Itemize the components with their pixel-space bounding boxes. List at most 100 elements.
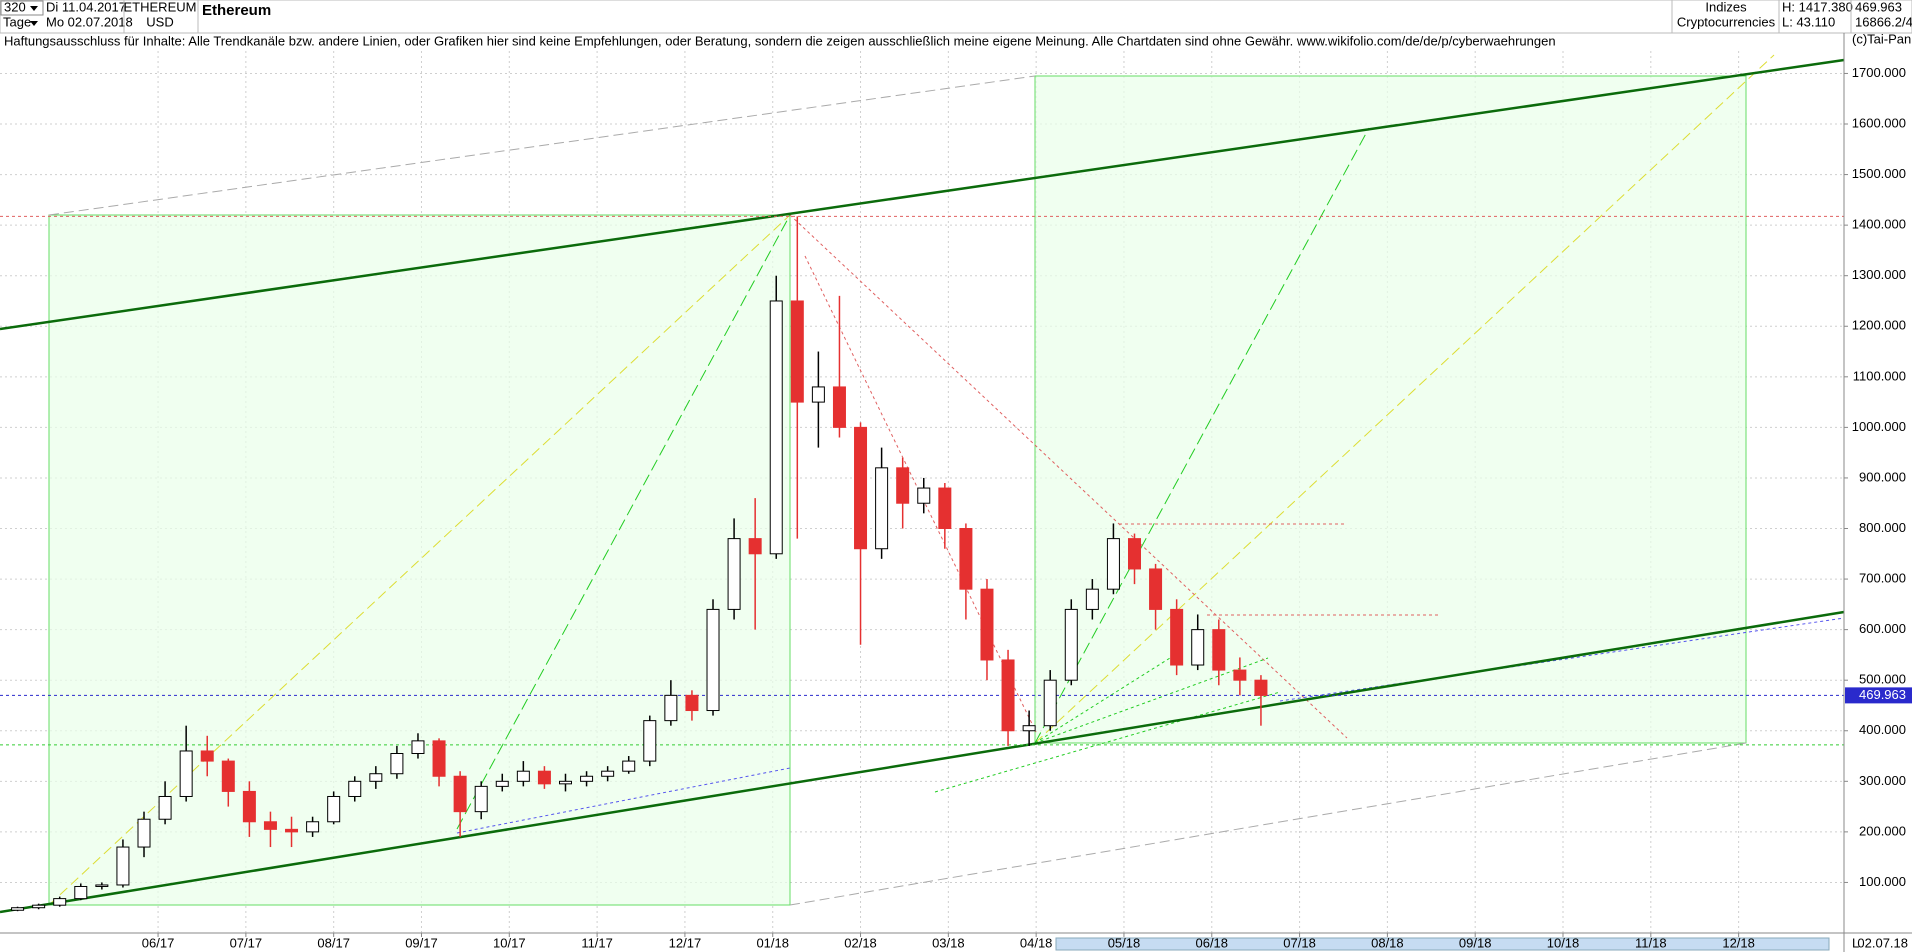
candles bbox=[11, 216, 1268, 912]
candle-body bbox=[706, 608, 720, 712]
candle-body bbox=[664, 694, 678, 722]
trend-line bbox=[789, 214, 1348, 739]
y-tick-label: 900.000 bbox=[1859, 469, 1906, 484]
candle-body bbox=[1170, 608, 1184, 666]
candle-body bbox=[474, 785, 488, 813]
channel-line bbox=[0, 610, 1845, 914]
candle-body bbox=[137, 818, 151, 848]
candle-body bbox=[1106, 538, 1120, 590]
trend-line bbox=[456, 767, 791, 834]
candle-body bbox=[327, 795, 341, 823]
candle-body bbox=[179, 750, 193, 797]
candle-body bbox=[1233, 669, 1247, 681]
candle-body bbox=[854, 426, 868, 550]
y-tick-label: 1000.000 bbox=[1852, 419, 1906, 434]
price-badge bbox=[1845, 687, 1912, 704]
candle-body bbox=[832, 386, 846, 428]
x-tick-label: 08/18 bbox=[1371, 935, 1404, 950]
y-tick-label: 1100.000 bbox=[1853, 368, 1906, 383]
x-tick-label: 03/18 bbox=[932, 935, 965, 950]
candle-body bbox=[748, 538, 762, 555]
candle-body bbox=[453, 775, 467, 813]
candle-body bbox=[432, 740, 446, 777]
y-tick-label: 1400.000 bbox=[1852, 217, 1906, 232]
candle-body bbox=[1254, 679, 1268, 696]
candle-body bbox=[263, 821, 277, 830]
candle-body bbox=[390, 753, 404, 775]
candle-body bbox=[411, 740, 425, 755]
disclaimer: Haftungsausschluss für Inhalte: Alle Tre… bbox=[4, 33, 1556, 48]
candle-body bbox=[1043, 679, 1057, 727]
candle-body bbox=[558, 780, 572, 785]
candle-body bbox=[1149, 568, 1163, 610]
candle-body bbox=[200, 750, 214, 762]
scroll-range[interactable] bbox=[1055, 937, 1830, 951]
x-tick-label: 08/17 bbox=[317, 935, 350, 950]
box bbox=[1034, 75, 1747, 744]
copyright: (c)Tai-Pan bbox=[1852, 31, 1911, 46]
candle-body bbox=[495, 780, 509, 787]
x-tick-label: 06/18 bbox=[1195, 935, 1228, 950]
y-tick-label: 1700.000 bbox=[1852, 65, 1906, 80]
trend-line bbox=[1034, 127, 1370, 744]
period[interactable]: 320 bbox=[4, 0, 26, 14]
dropdown-arrow[interactable] bbox=[30, 6, 38, 11]
candle-body bbox=[980, 588, 994, 661]
channel-line bbox=[0, 58, 1845, 331]
candle-body bbox=[1064, 608, 1078, 681]
candle-body bbox=[769, 300, 783, 555]
candle-body bbox=[53, 898, 67, 906]
x-tick-label: 12/18 bbox=[1722, 935, 1755, 950]
x-tick-label: 11/18 bbox=[1635, 935, 1667, 950]
x-tick-label: 07/18 bbox=[1283, 935, 1316, 950]
x-tick-label: 09/17 bbox=[405, 935, 438, 950]
y-tick-label: 100.000 bbox=[1859, 874, 1906, 889]
candle-body bbox=[1127, 538, 1141, 570]
candle-body bbox=[875, 467, 889, 550]
candle-body bbox=[11, 907, 25, 911]
candle-body bbox=[896, 467, 910, 504]
last-info: 469.963 bbox=[1855, 0, 1902, 14]
x-tick-label: 10/17 bbox=[493, 935, 526, 950]
trend-line bbox=[1034, 54, 1775, 744]
candle-body bbox=[811, 386, 825, 403]
trend-line bbox=[1034, 657, 1269, 744]
dropdown-arrow[interactable] bbox=[30, 21, 38, 26]
x-tick-label: 06/17 bbox=[142, 935, 175, 950]
candle-body bbox=[1212, 629, 1226, 671]
annotations bbox=[0, 54, 1845, 914]
header-bar bbox=[0, 0, 1912, 34]
candle-body bbox=[790, 300, 804, 403]
y-tick-label: 1600.000 bbox=[1852, 115, 1906, 130]
candle-body bbox=[537, 770, 551, 785]
candle-body bbox=[643, 720, 657, 762]
trend-line bbox=[1034, 657, 1171, 744]
candle-body bbox=[727, 538, 741, 610]
x-tick-label: 04/18 bbox=[1020, 935, 1053, 950]
candle-body bbox=[1022, 725, 1036, 732]
unit[interactable]: Tage bbox=[3, 14, 31, 29]
start-date: Di 11.04.2017 bbox=[46, 0, 126, 14]
trend-line bbox=[1279, 617, 1845, 702]
candle-body bbox=[242, 790, 256, 823]
scale-mode[interactable]: L bbox=[1852, 935, 1859, 950]
y-tick-label: 1300.000 bbox=[1852, 267, 1906, 282]
high-info: H: 1417.380 bbox=[1782, 0, 1853, 14]
reference-lines bbox=[0, 215, 1844, 746]
symbol: ETHEREUM bbox=[124, 0, 197, 14]
y-tick-label: 500.000 bbox=[1859, 672, 1906, 687]
candle-body bbox=[95, 884, 109, 887]
period-box[interactable] bbox=[0, 0, 44, 16]
y-tick-label: 1500.000 bbox=[1852, 166, 1906, 181]
candle-body bbox=[1191, 629, 1205, 666]
candle-body bbox=[938, 487, 952, 530]
end-date: Mo 02.07.2018 bbox=[46, 14, 133, 29]
x-tick-label: 01/18 bbox=[756, 935, 789, 950]
x-tick-label: 11/17 bbox=[581, 935, 613, 950]
y-tick-label: 200.000 bbox=[1859, 823, 1906, 838]
y-tick-label: 1200.000 bbox=[1852, 318, 1906, 333]
y-tick-label: 600.000 bbox=[1859, 621, 1906, 636]
currency: USD bbox=[146, 14, 173, 29]
